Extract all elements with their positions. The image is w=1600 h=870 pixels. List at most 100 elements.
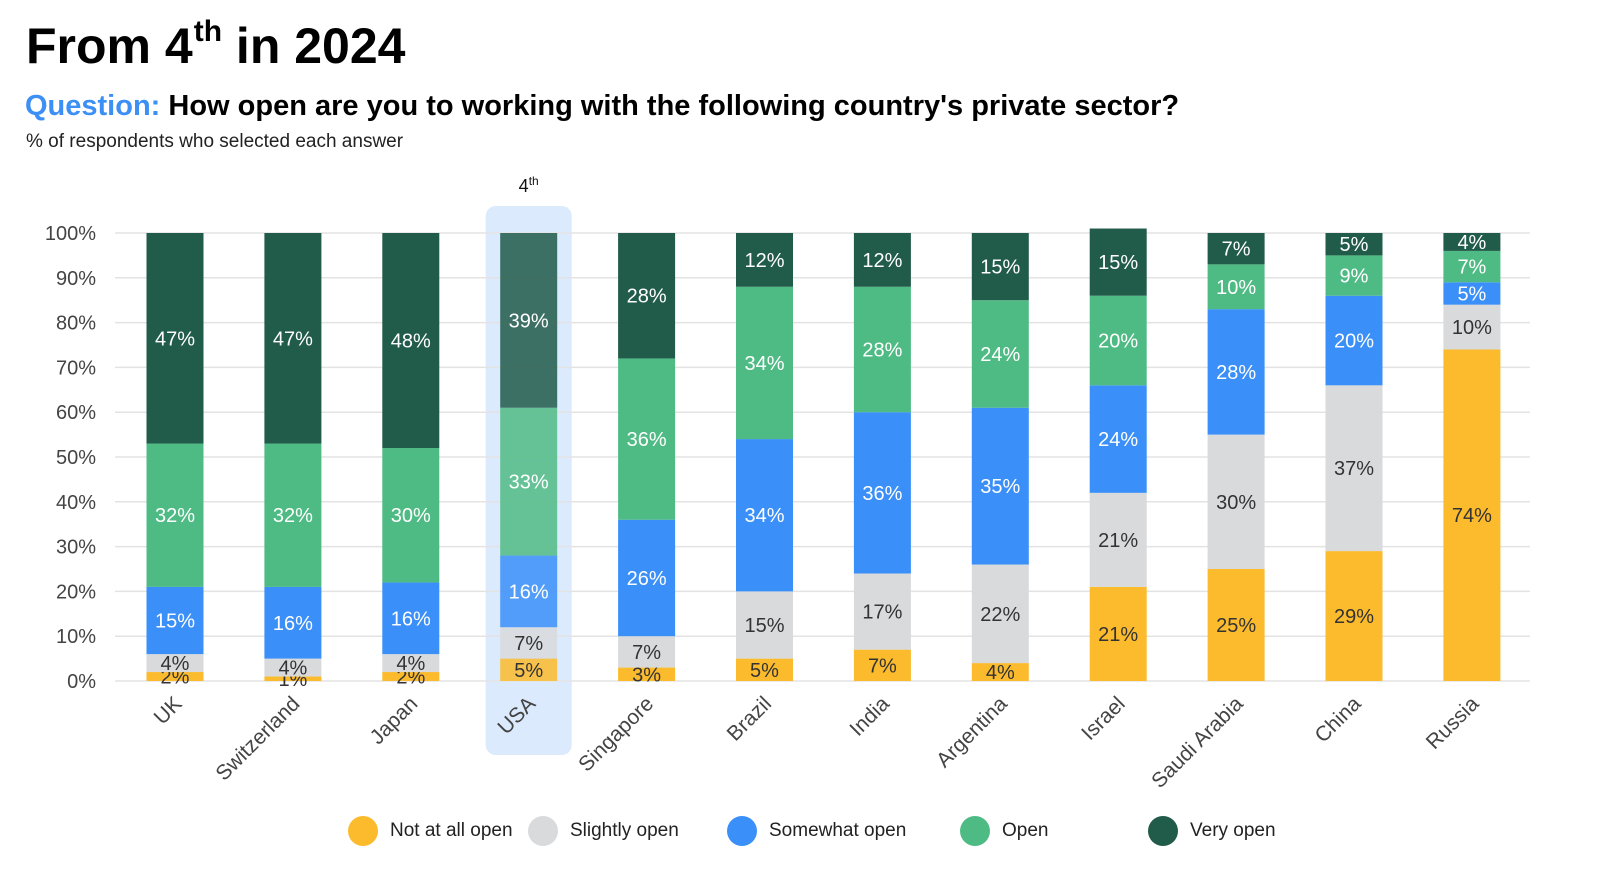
bar-segment [971,663,1029,681]
bar-segment [853,233,911,287]
bar-segment [1207,309,1265,435]
bar-value-label: 21% [1098,530,1138,552]
bar-segment [971,300,1029,408]
x-tick-label: UK [150,692,187,729]
bar-value-label: 26% [627,568,667,590]
bar-value-label: 5% [750,660,779,682]
bar-value-label: 35% [980,476,1020,498]
bar-segment [853,573,911,650]
y-tick-label: 0% [67,671,96,693]
chart-legend: Not at all open Slightly open Somewhat ope… [0,808,1600,854]
bar-segment [1089,492,1147,587]
bar-value-label: 4% [396,653,425,675]
bar-value-label: 22% [980,604,1020,626]
bar-segment [618,519,676,637]
bar-segment [500,233,558,408]
bar-segment [500,407,558,556]
y-tick-label: 90% [56,268,96,290]
bar-value-label: 12% [862,250,902,272]
bar-value-label: 4% [986,662,1015,684]
bar-segment [736,658,793,681]
bar-value-label: 4% [278,658,307,680]
bar-value-label: 5% [1457,283,1486,305]
bar-segment [1443,349,1501,681]
x-tick-label: Russia [1422,692,1484,754]
bar-value-label: 7% [1457,257,1486,279]
legend-swatch [727,816,757,846]
legend-label: Open [1002,820,1049,841]
legend-item: Open [960,808,1048,854]
x-tick-label: China [1310,692,1365,747]
x-tick-label: Singapore [574,692,658,776]
bar-value-label: 25% [1216,615,1256,637]
bar-value-label: 10% [1216,277,1256,299]
y-tick-label: 10% [56,626,96,648]
bar-segment [971,407,1029,565]
bar-segment [853,649,911,681]
legend-item: Not at all open [348,808,513,854]
bar-segment [146,443,204,587]
bar-segment [618,233,676,359]
bar-segment [146,586,204,655]
bar-value-label: 17% [862,602,902,624]
title-superscript: th [193,15,223,48]
bar-value-label: 32% [273,505,313,527]
bar-segment [382,672,440,681]
x-tick-label: Israel [1077,692,1130,745]
legend-item: Very open [1148,808,1276,854]
question-label: Question: [25,90,161,122]
bar-segment [736,286,793,440]
bar-segment [382,448,440,583]
bar-value-label: 10% [1452,317,1492,339]
bar-value-label: 48% [391,331,431,353]
bar-value-label: 47% [273,328,313,350]
title-end: in 2024 [222,18,406,74]
bar-value-label: 7% [514,633,543,655]
bar-segment [1089,586,1147,681]
bar-value-label: 15% [155,611,195,633]
bar-value-label: 36% [862,483,902,505]
bar-segment [382,582,440,655]
bar-value-label: 16% [391,608,431,630]
bar-segment [1443,233,1501,251]
legend-label: Not at all open [390,820,513,841]
bar-segment [618,358,676,520]
x-tick-label: Argentina [932,692,1012,772]
legend-item: Somewhat open [727,808,906,854]
bar-value-label: 16% [509,581,549,603]
bar-segment [971,233,1029,301]
legend-swatch [1148,816,1178,846]
bar-segment [1325,551,1383,681]
bar-value-label: 28% [862,339,902,361]
y-tick-label: 30% [56,537,96,559]
bar-segment [853,286,911,413]
bar-segment [971,564,1029,664]
y-tick-label: 100% [45,223,96,245]
bar-value-label: 4% [1457,232,1486,254]
bar-segment [736,439,793,592]
bar-value-label: 29% [1334,606,1374,628]
bar-value-label: 5% [514,660,543,682]
y-tick-label: 70% [56,357,96,379]
y-tick-label: 40% [56,492,96,514]
bar-value-label: 4% [161,653,190,675]
bar-segment [146,672,204,681]
title-main: From 4 [26,18,193,74]
bar-segment [618,667,676,681]
bar-segment [736,591,793,659]
bar-value-label: 7% [1222,239,1251,261]
bar-segment [1089,295,1147,386]
bar-value-label: 30% [1216,492,1256,514]
y-tick-label: 60% [56,402,96,424]
bar-segment [1443,282,1501,305]
bar-segment [1207,569,1265,681]
highlight-rank-label: 4th [519,174,539,196]
x-tick-label: India [845,692,894,741]
bar-segment [1207,233,1265,265]
bar-segment [736,233,793,287]
bar-segment [1443,250,1501,283]
bar-segment [146,233,204,444]
bar-value-label: 15% [980,257,1020,279]
bar-segment [382,233,440,449]
bar-segment [264,658,322,677]
